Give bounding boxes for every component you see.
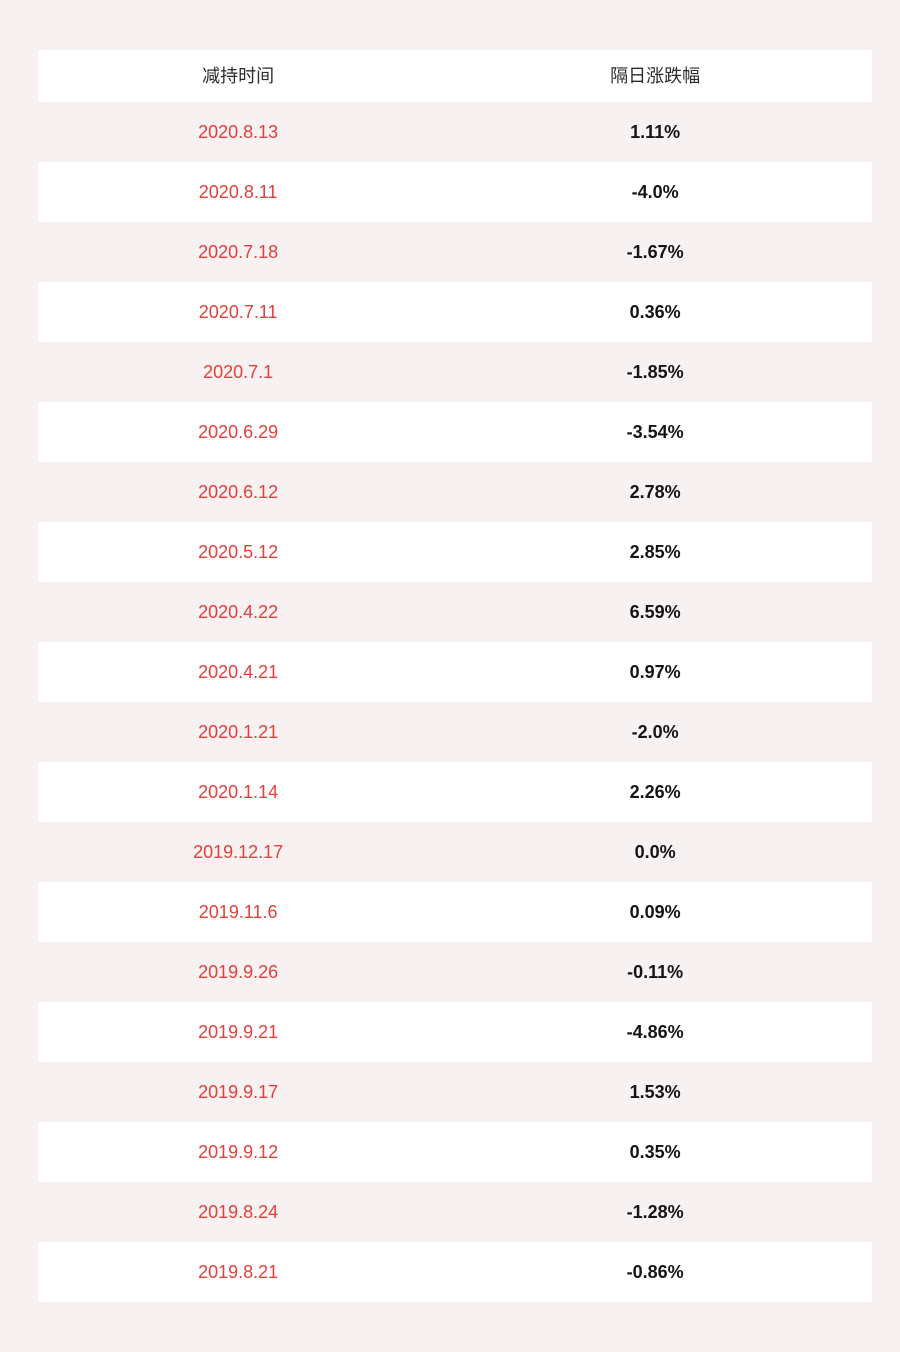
date-cell: 2020.8.13 — [198, 122, 279, 142]
date-cell: 2020.1.21 — [198, 722, 279, 742]
date-cell: 2019.9.17 — [198, 1082, 279, 1102]
table-row: 2019.8.24 -1.28% — [38, 1182, 872, 1242]
table-row: 2020.8.13 1.11% — [38, 102, 872, 162]
table-row: 2019.12.17 0.0% — [38, 822, 872, 882]
date-cell: 2019.11.6 — [198, 902, 278, 922]
header-next-day-change: 隔日涨跌幅 — [610, 66, 701, 86]
table-row: 2020.7.18 -1.67% — [38, 222, 872, 282]
value-cell: 0.36% — [629, 302, 681, 322]
value-cell: 1.53% — [629, 1082, 681, 1102]
date-cell: 2019.8.24 — [198, 1202, 279, 1222]
date-cell: 2020.7.18 — [198, 242, 279, 262]
table-row: 2020.1.21 -2.0% — [38, 702, 872, 762]
date-cell: 2020.4.22 — [198, 602, 279, 622]
table-row: 2020.7.11 0.36% — [38, 282, 872, 342]
value-cell: 0.35% — [629, 1142, 681, 1162]
value-cell: -3.54% — [626, 422, 684, 442]
table-header-row: 减持时间 隔日涨跌幅 — [38, 50, 872, 102]
table-row: 2020.8.11 -4.0% — [38, 162, 872, 222]
table-row: 2019.9.21 -4.86% — [38, 1002, 872, 1062]
date-cell: 2019.9.26 — [198, 962, 279, 982]
date-cell: 2020.6.12 — [198, 482, 279, 502]
data-table: 减持时间 隔日涨跌幅 2020.8.13 1.11% 2020.8.11 -4.… — [38, 50, 872, 1302]
value-cell: 2.26% — [629, 782, 681, 802]
date-cell: 2019.12.17 — [193, 842, 284, 862]
table-row: 2020.4.22 6.59% — [38, 582, 872, 642]
date-cell: 2020.6.29 — [198, 422, 279, 442]
header-reduction-time: 减持时间 — [202, 66, 275, 86]
value-cell: -2.0% — [631, 722, 679, 742]
date-cell: 2020.8.11 — [198, 182, 278, 202]
date-cell: 2019.9.12 — [198, 1142, 279, 1162]
date-cell: 2020.4.21 — [198, 662, 279, 682]
table-row: 2020.6.12 2.78% — [38, 462, 872, 522]
value-cell: -0.86% — [626, 1262, 684, 1282]
table-body: 2020.8.13 1.11% 2020.8.11 -4.0% 2020.7.1… — [38, 102, 872, 1302]
value-cell: 0.0% — [634, 842, 676, 862]
value-cell: 0.97% — [629, 662, 681, 682]
table-row: 2019.11.6 0.09% — [38, 882, 872, 942]
value-cell: 6.59% — [629, 602, 681, 622]
value-cell: -1.67% — [626, 242, 684, 262]
table-row: 2019.9.17 1.53% — [38, 1062, 872, 1122]
table-row: 2019.9.26 -0.11% — [38, 942, 872, 1002]
table-row: 2020.5.12 2.85% — [38, 522, 872, 582]
value-cell: -4.86% — [626, 1022, 684, 1042]
table-row: 2019.8.21 -0.86% — [38, 1242, 872, 1302]
table-row: 2020.1.14 2.26% — [38, 762, 872, 822]
date-cell: 2019.8.21 — [198, 1262, 279, 1282]
date-cell: 2020.7.11 — [198, 302, 278, 322]
value-cell: 1.11% — [630, 122, 681, 142]
value-cell: -1.28% — [626, 1202, 684, 1222]
value-cell: -4.0% — [631, 182, 679, 202]
table-row: 2020.7.1 -1.85% — [38, 342, 872, 402]
value-cell: 2.85% — [629, 542, 681, 562]
value-cell: -0.11% — [627, 962, 684, 982]
table-row: 2019.9.12 0.35% — [38, 1122, 872, 1182]
value-cell: 0.09% — [629, 902, 681, 922]
value-cell: -1.85% — [626, 362, 684, 382]
value-cell: 2.78% — [629, 482, 681, 502]
table-row: 2020.6.29 -3.54% — [38, 402, 872, 462]
date-cell: 2020.7.1 — [203, 362, 274, 382]
date-cell: 2020.5.12 — [198, 542, 279, 562]
date-cell: 2020.1.14 — [198, 782, 279, 802]
date-cell: 2019.9.21 — [198, 1022, 279, 1042]
table-row: 2020.4.21 0.97% — [38, 642, 872, 702]
